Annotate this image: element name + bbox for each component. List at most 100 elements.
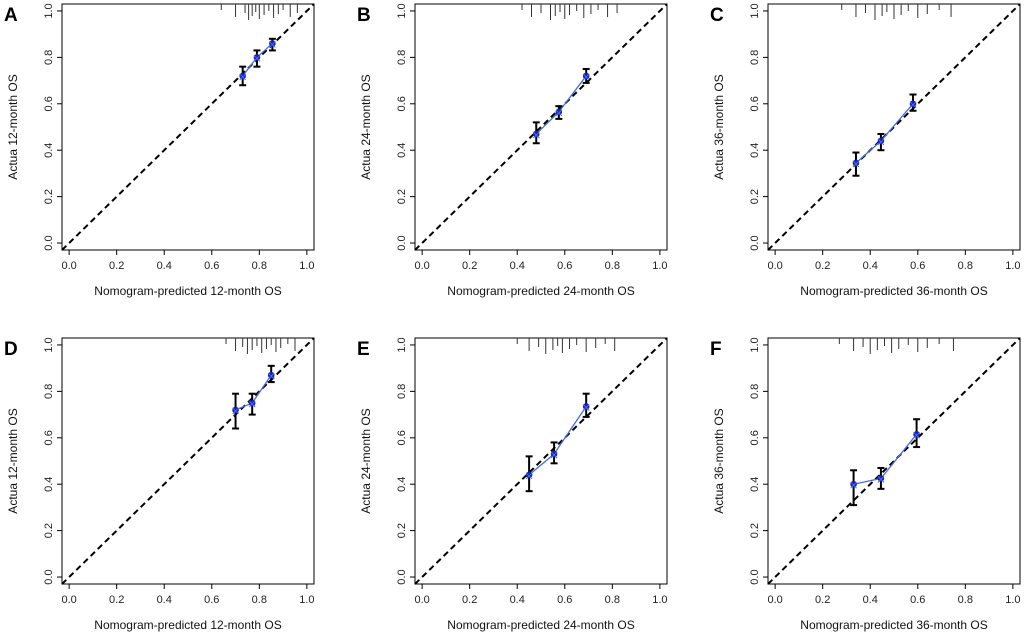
y-tick-label: 0.2 [749, 523, 761, 538]
x-tick-label: 0.2 [462, 260, 477, 272]
y-tick-label: 0.2 [749, 189, 761, 204]
x-axis-label: Nomogram-predicted 12-month OS [94, 618, 281, 632]
calibration-x-marker [253, 55, 261, 62]
y-tick-label: 1.0 [396, 337, 408, 352]
calibration-point [239, 72, 246, 80]
y-tick-label: 0.8 [43, 50, 55, 65]
calibration-point [555, 108, 563, 116]
plot-frame [414, 337, 668, 585]
y-tick-label: 0.4 [43, 143, 55, 158]
panel-letter: B [357, 5, 371, 26]
calibration-line [855, 103, 914, 164]
calibration-x-marker [852, 160, 860, 168]
calibration-x-marker [582, 404, 590, 411]
y-tick-label: 0.0 [749, 235, 761, 250]
x-tick-label: 1.0 [652, 594, 667, 606]
reference-line [414, 3, 668, 251]
calibration-point [550, 450, 558, 458]
x-tick-label: 0.0 [61, 594, 76, 606]
x-tick-label: 0.6 [204, 260, 219, 272]
x-tick-label: 0.4 [157, 594, 172, 606]
y-tick-label: 0.8 [43, 384, 55, 399]
x-tick-label: 1.0 [299, 594, 314, 606]
y-tick-label: 0.6 [396, 430, 408, 445]
y-tick-label: 0.6 [43, 430, 55, 445]
y-tick-label: 1.0 [396, 3, 408, 18]
x-tick-label: 0.4 [510, 594, 525, 606]
x-tick-label: 0.8 [958, 594, 973, 606]
x-tick-label: 0.2 [815, 594, 830, 606]
panel-b: B 0.0 0.2 0.4 0.6 0.8 1.0 0.0 0.2 0.4 0.6 0.8 1.0 Nom… [357, 3, 668, 298]
y-tick-label: 0.8 [749, 50, 761, 65]
calibration-x-marker [582, 73, 590, 81]
x-tick-label: 0.2 [109, 594, 124, 606]
y-tick-label: 0.6 [749, 96, 761, 111]
y-tick-label: 0.0 [43, 235, 55, 250]
reference-line [767, 337, 1021, 585]
calibration-line [535, 75, 587, 135]
calibration-point [253, 54, 261, 61]
calibration-x-marker [248, 400, 256, 408]
calibration-x-marker [269, 41, 276, 48]
reference-line [61, 3, 315, 251]
x-axis-label: Nomogram-predicted 36-month OS [800, 618, 987, 632]
panel-f: F 0.0 0.2 0.4 0.6 0.8 1.0 0.0 0.2 0.4 0.6 0.8 1.0 Nom… [710, 337, 1021, 632]
x-tick-label: 0.6 [204, 594, 219, 606]
y-tick-label: 0.2 [43, 189, 55, 204]
y-tick-label: 0.0 [396, 235, 408, 250]
x-tick-label: 1.0 [652, 260, 667, 272]
reference-line [61, 337, 315, 585]
y-tick-label: 0.6 [43, 96, 55, 111]
calibration-point [248, 399, 256, 407]
x-tick-label: 0.6 [910, 260, 925, 272]
x-tick-label: 0.2 [109, 260, 124, 272]
calibration-x-marker [555, 109, 563, 117]
reference-line [414, 337, 668, 585]
calibration-x-marker [850, 481, 857, 489]
y-tick-label: 0.6 [749, 430, 761, 445]
y-tick-label: 0.4 [749, 477, 761, 492]
panel-e: E 0.0 0.2 0.4 0.6 0.8 1.0 0.0 0.2 0.4 0.6 0.8 1.0 Nom… [357, 337, 668, 632]
y-tick-label: 0.0 [396, 569, 408, 584]
y-tick-label: 1.0 [749, 337, 761, 352]
y-tick-label: 1.0 [43, 337, 55, 352]
x-tick-label: 0.4 [863, 594, 878, 606]
x-tick-label: 0.2 [815, 260, 830, 272]
calibration-line [853, 433, 918, 485]
x-tick-label: 1.0 [1005, 260, 1020, 272]
y-tick-label: 1.0 [749, 3, 761, 18]
calibration-point [269, 40, 276, 47]
calibration-point [582, 72, 590, 80]
panel-letter: D [4, 339, 18, 360]
calibration-point [877, 475, 885, 482]
panel-letter: C [710, 5, 724, 26]
y-axis-label: Actua 36-month OS [712, 74, 726, 179]
y-tick-label: 0.6 [396, 96, 408, 111]
y-tick-label: 0.4 [43, 477, 55, 492]
x-tick-label: 0.0 [767, 260, 782, 272]
calibration-x-marker [909, 101, 917, 109]
x-tick-label: 0.4 [157, 260, 172, 272]
calibration-point [232, 406, 239, 414]
x-tick-label: 0.8 [958, 260, 973, 272]
panel-a: A 0.0 0.2 0.4 0.6 0.8 1.0 0.0 0.2 0.4 0.6 0.8 1.0 Nom… [4, 3, 315, 298]
x-tick-label: 0.6 [557, 594, 572, 606]
calibration-x-marker [532, 131, 540, 139]
plot-frame [61, 337, 315, 585]
x-tick-label: 1.0 [299, 260, 314, 272]
y-tick-label: 0.0 [749, 569, 761, 584]
x-tick-label: 0.0 [61, 260, 76, 272]
panel-letter: A [4, 5, 18, 26]
y-tick-label: 0.4 [396, 477, 408, 492]
y-tick-label: 0.4 [749, 143, 761, 158]
x-tick-label: 0.6 [557, 260, 572, 272]
y-tick-label: 0.8 [396, 50, 408, 65]
y-axis-label: Actua 24-month OS [359, 408, 373, 513]
calibration-x-marker [877, 138, 885, 146]
plot-frame [767, 337, 1021, 585]
calibration-point [850, 480, 857, 488]
calibration-point [909, 100, 917, 108]
calibration-x-marker [525, 472, 533, 480]
calibration-point [852, 159, 860, 167]
